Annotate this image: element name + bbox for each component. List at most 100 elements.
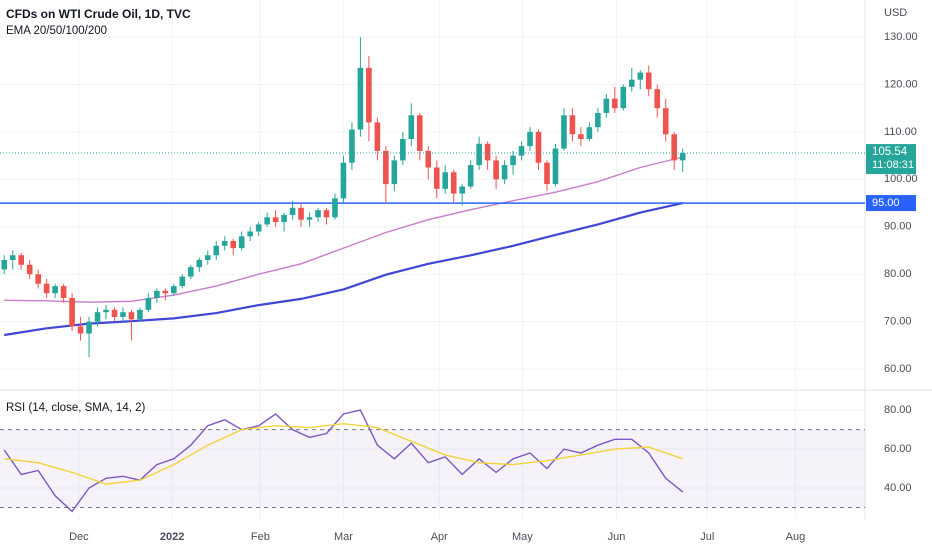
price-label: 95.00 [872, 197, 900, 209]
line [4, 156, 683, 303]
candle-body [467, 165, 474, 187]
candle-body [213, 245, 220, 256]
candle-body [145, 297, 152, 310]
y-tick-label: 90.00 [884, 221, 912, 233]
candle-body [654, 89, 661, 109]
x-tick-label: Jul [700, 531, 714, 543]
candle-body [103, 309, 109, 313]
candle-body [544, 162, 550, 185]
candle-body [501, 165, 508, 180]
last-price-box [866, 144, 916, 175]
y-tick-label: 60.00 [884, 363, 912, 375]
candle-body [569, 115, 576, 135]
candle-body [578, 134, 584, 140]
candle-body [603, 98, 610, 113]
x-tick-label: May [512, 531, 533, 543]
x-tick-label: Feb [251, 531, 270, 543]
candle-body [425, 150, 432, 168]
candle-body [383, 150, 389, 185]
candle-body [374, 122, 381, 151]
candle-body [366, 67, 372, 123]
candle-body [94, 312, 101, 322]
candle-body [323, 210, 330, 218]
y-tick-label: 100.00 [884, 173, 918, 185]
candle-body [561, 115, 567, 149]
candle-body [298, 207, 304, 220]
candle-body [340, 162, 347, 199]
y-tick-label: 130.00 [884, 31, 918, 43]
candle-body [450, 172, 457, 194]
candle-body [349, 129, 355, 163]
countdown-label: 11:08:31 [872, 159, 914, 171]
candle-body [535, 131, 542, 163]
line [4, 202, 683, 337]
candle-body [306, 217, 313, 220]
candle-body [628, 79, 635, 87]
candle-body [391, 160, 398, 185]
candle-body [315, 210, 321, 218]
candle-body [595, 112, 601, 128]
candle-body [332, 198, 338, 218]
x-tick-label: 2022 [160, 531, 184, 543]
x-tick-label: Dec [69, 531, 89, 543]
candle-body [238, 236, 245, 249]
last-price-label: 105.54 [872, 146, 908, 158]
candle-body [247, 231, 253, 237]
candle-body [60, 286, 67, 298]
candle-body [188, 267, 194, 277]
rsi-label: RSI (14, close, SMA, 14, 2) [6, 402, 146, 414]
marks [0, 0, 865, 520]
currency-label: USD [884, 7, 907, 19]
candle-body [272, 217, 279, 223]
candle-body [204, 255, 211, 260]
candle-body [442, 172, 449, 189]
candle-body [459, 186, 465, 194]
candle-body [137, 309, 143, 320]
rsi-band [0, 429, 865, 508]
candle-body [52, 286, 58, 294]
candle-body [662, 108, 669, 135]
candle-body [400, 139, 406, 161]
candle-body [552, 148, 559, 185]
candle-body [671, 134, 677, 161]
x-tick-label: Apr [431, 531, 448, 543]
candle-body [111, 309, 118, 317]
candle-body [408, 115, 415, 140]
candle-body [35, 274, 41, 284]
y-tick-label: 70.00 [884, 316, 912, 328]
candle-body [433, 167, 440, 189]
candle-body [255, 224, 262, 232]
candle-body [637, 72, 644, 80]
price-label-box [866, 195, 916, 212]
y-tick-label: 120.00 [884, 78, 918, 90]
y-tick-label: 80.00 [884, 404, 912, 416]
candle-body [120, 312, 126, 317]
candle-body [518, 146, 525, 156]
candle-body [179, 276, 186, 287]
candle-body [476, 143, 482, 166]
candle-body [289, 207, 296, 215]
candle-body [679, 153, 686, 161]
candle-body [586, 127, 593, 140]
line [3, 409, 684, 513]
candle-body [620, 86, 627, 109]
y-tick-label: 80.00 [884, 268, 912, 280]
candle-body [18, 255, 24, 265]
candle-body [171, 286, 177, 294]
candle-body [493, 160, 499, 180]
candle-body [527, 131, 533, 147]
candle-body [264, 217, 270, 225]
chart-title: CFDs on WTI Crude Oil, 1D, TVC [6, 7, 191, 21]
candle-body [1, 260, 8, 270]
candle-body [612, 98, 618, 109]
indicator-label: EMA 20/50/100/200 [6, 25, 107, 37]
candle-body [357, 67, 364, 130]
candle-body [281, 214, 287, 223]
candle-body [43, 283, 50, 294]
candle-body [221, 241, 228, 246]
candle-body [86, 321, 92, 334]
candle-body [69, 297, 75, 327]
candle-body [230, 241, 237, 249]
line [4, 422, 683, 485]
